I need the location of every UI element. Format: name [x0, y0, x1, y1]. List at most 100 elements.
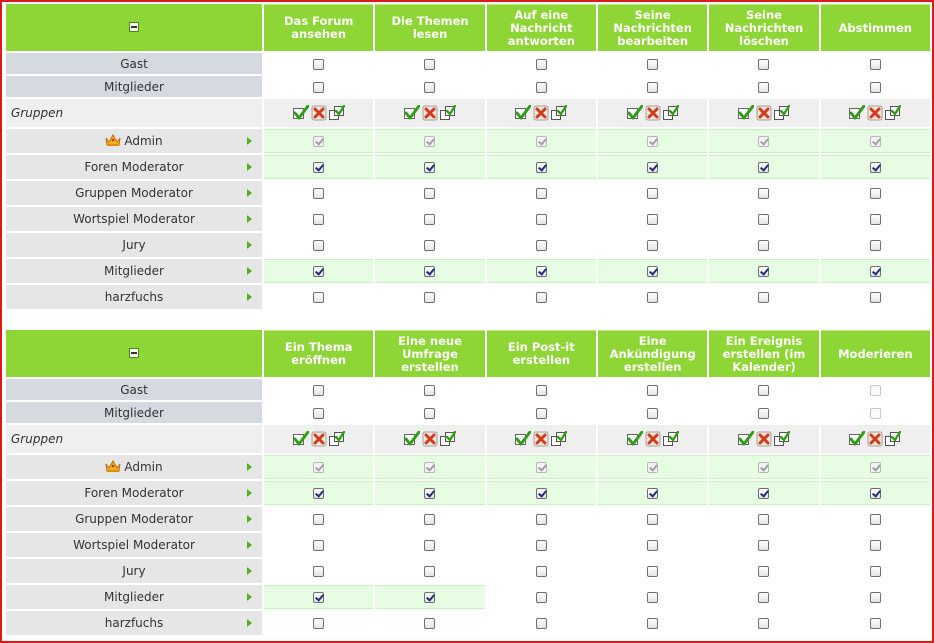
permission-checkbox[interactable] [313, 214, 325, 225]
permission-checkbox[interactable] [313, 540, 325, 551]
permission-checkbox[interactable] [647, 162, 659, 173]
permission-checkbox[interactable] [647, 384, 659, 396]
permission-checkbox[interactable] [758, 566, 770, 577]
uncheck-all-icon[interactable] [533, 105, 549, 121]
permission-checkbox[interactable] [758, 162, 770, 173]
invert-selection-icon[interactable] [439, 104, 457, 121]
group-row-label[interactable]: Mitglieder [6, 585, 262, 609]
arrow-right-icon[interactable] [247, 593, 252, 601]
permission-checkbox[interactable] [758, 240, 770, 251]
check-all-icon[interactable] [849, 104, 866, 121]
permission-checkbox[interactable] [647, 292, 659, 303]
arrow-right-icon[interactable] [247, 619, 252, 627]
arrow-right-icon[interactable] [247, 241, 252, 249]
permission-checkbox[interactable] [424, 162, 436, 173]
permission-checkbox[interactable] [424, 407, 436, 419]
permission-checkbox[interactable] [758, 592, 770, 603]
permission-checkbox[interactable] [869, 162, 881, 173]
check-all-icon[interactable] [515, 430, 532, 447]
permission-checkbox[interactable] [313, 81, 325, 93]
permission-checkbox[interactable] [758, 214, 770, 225]
arrow-right-icon[interactable] [247, 463, 252, 471]
uncheck-all-icon[interactable] [533, 431, 549, 447]
permission-checkbox[interactable] [424, 514, 436, 525]
permission-checkbox[interactable] [313, 58, 325, 70]
permission-checkbox[interactable] [535, 407, 547, 419]
arrow-right-icon[interactable] [247, 189, 252, 197]
check-all-icon[interactable] [403, 104, 421, 121]
permission-checkbox[interactable] [869, 81, 881, 93]
permission-checkbox[interactable] [535, 592, 547, 603]
permission-checkbox[interactable] [535, 188, 547, 199]
permission-checkbox[interactable] [869, 618, 881, 629]
permission-checkbox[interactable] [758, 407, 770, 419]
uncheck-all-icon[interactable] [756, 105, 772, 121]
permission-checkbox[interactable] [424, 540, 436, 551]
uncheck-all-icon[interactable] [311, 431, 327, 447]
arrow-right-icon[interactable] [247, 567, 252, 575]
permission-checkbox[interactable] [647, 214, 659, 225]
permission-checkbox[interactable] [535, 488, 547, 499]
permission-checkbox[interactable] [647, 592, 659, 603]
permission-checkbox[interactable] [758, 58, 770, 70]
invert-selection-icon[interactable] [551, 104, 568, 121]
permission-checkbox[interactable] [424, 188, 436, 199]
permission-checkbox[interactable] [424, 58, 436, 70]
permission-checkbox[interactable] [869, 58, 881, 70]
arrow-right-icon[interactable] [247, 489, 252, 497]
permission-checkbox[interactable] [869, 214, 881, 225]
group-row-label[interactable]: Foren Moderator [6, 155, 262, 179]
permission-checkbox[interactable] [758, 81, 770, 93]
permission-checkbox[interactable] [424, 618, 436, 629]
uncheck-all-icon[interactable] [311, 105, 327, 121]
check-all-icon[interactable] [626, 104, 644, 121]
invert-selection-icon[interactable] [773, 104, 791, 121]
permission-checkbox[interactable] [869, 488, 881, 499]
uncheck-all-icon[interactable] [645, 105, 661, 121]
permission-checkbox[interactable] [424, 240, 436, 251]
permission-checkbox[interactable] [535, 292, 547, 303]
group-row-label[interactable]: Jury [6, 559, 262, 583]
uncheck-all-icon[interactable] [867, 105, 883, 121]
permission-checkbox[interactable] [313, 162, 325, 173]
permission-checkbox[interactable] [535, 618, 547, 629]
permission-checkbox[interactable] [313, 407, 325, 419]
arrow-right-icon[interactable] [247, 541, 252, 549]
permission-checkbox[interactable] [313, 566, 325, 577]
permission-checkbox[interactable] [647, 566, 659, 577]
permission-checkbox[interactable] [647, 514, 659, 525]
uncheck-all-icon[interactable] [422, 431, 438, 447]
group-row-label[interactable]: Admin [6, 455, 262, 479]
permission-checkbox[interactable] [647, 540, 659, 551]
invert-selection-icon[interactable] [662, 430, 679, 447]
permission-checkbox[interactable] [313, 384, 325, 396]
group-row-label[interactable]: Wortspiel Moderator [6, 533, 262, 557]
group-row-label[interactable]: Jury [6, 233, 262, 257]
permission-checkbox[interactable] [647, 240, 659, 251]
invert-selection-icon[interactable] [885, 104, 902, 121]
permission-checkbox[interactable] [313, 488, 325, 499]
group-row-label[interactable]: Mitglieder [6, 259, 262, 283]
permission-checkbox[interactable] [535, 266, 547, 277]
uncheck-all-icon[interactable] [422, 105, 438, 121]
group-row-label[interactable]: Wortspiel Moderator [6, 207, 262, 231]
invert-selection-icon[interactable] [328, 430, 345, 447]
permission-checkbox[interactable] [313, 618, 325, 629]
permission-checkbox[interactable] [535, 514, 547, 525]
permission-checkbox[interactable] [758, 384, 770, 396]
check-all-icon[interactable] [292, 104, 310, 121]
permission-checkbox[interactable] [535, 566, 547, 577]
permission-checkbox[interactable] [869, 240, 881, 251]
arrow-right-icon[interactable] [247, 515, 252, 523]
group-row-label[interactable]: Foren Moderator [6, 481, 262, 505]
permission-checkbox[interactable] [424, 81, 436, 93]
permission-checkbox[interactable] [535, 214, 547, 225]
uncheck-all-icon[interactable] [756, 431, 772, 447]
permission-checkbox[interactable] [869, 292, 881, 303]
uncheck-all-icon[interactable] [645, 431, 661, 447]
permission-checkbox[interactable] [647, 618, 659, 629]
permission-checkbox[interactable] [869, 266, 881, 277]
group-row-label[interactable]: Gruppen Moderator [6, 507, 262, 531]
arrow-right-icon[interactable] [247, 267, 252, 275]
permission-checkbox[interactable] [535, 81, 547, 93]
